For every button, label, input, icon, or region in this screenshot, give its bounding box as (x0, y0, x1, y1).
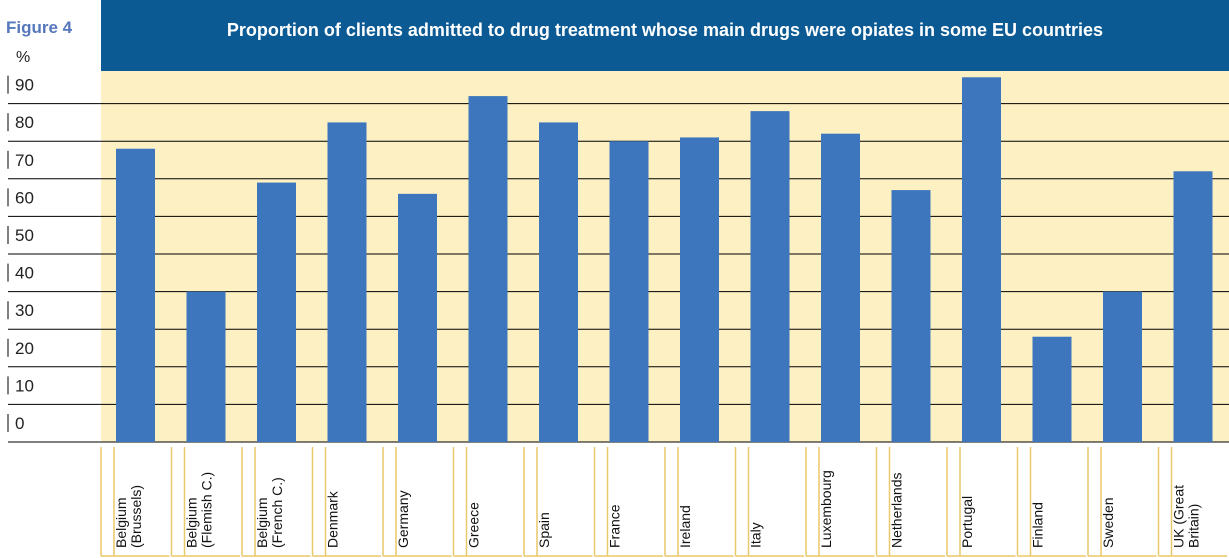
bar (327, 122, 367, 443)
category-label-line: Belgium (254, 497, 270, 548)
category-label-box: Portugal (946, 447, 1016, 557)
category-label-box: Spain (523, 447, 593, 557)
category-label-line: Germany (395, 490, 411, 548)
bar (539, 122, 578, 443)
category-label-line: Portugal (959, 496, 975, 548)
category-label: Belgium(French C.) (254, 477, 285, 548)
category-label-line: Netherlands (889, 473, 905, 549)
category-label-line: Italy (748, 522, 764, 548)
bar (821, 133, 860, 442)
y-tick-label: 10 (15, 376, 34, 395)
category-label-box: Ireland (664, 447, 734, 557)
category-label-line: Denmark (325, 490, 341, 548)
bar (1103, 291, 1142, 442)
category-label: Belgium(Brussels) (113, 485, 144, 548)
category-label-line: Belgium (113, 497, 129, 548)
category-label-box: Germany (382, 447, 452, 557)
category-label-line: Belgium (184, 497, 200, 548)
figure-label: Figure 4 (6, 18, 73, 37)
category-label-box: UK (GreatBritain) (1157, 447, 1227, 557)
y-tick-label: 50 (15, 226, 34, 245)
y-tick-label: 0 (15, 414, 24, 433)
y-axis-unit-label: % (16, 49, 31, 66)
category-label-line: Luxembourg (818, 470, 834, 548)
bar (750, 111, 790, 443)
category-label-line: Finland (1030, 502, 1046, 548)
category-label-line: France (607, 504, 623, 548)
category-label-line: Ireland (677, 505, 693, 548)
category-label-box: Finland (1016, 447, 1086, 557)
category-label-box: Belgium(Brussels) (100, 447, 170, 557)
category-label: Denmark (325, 490, 341, 548)
bar (609, 141, 649, 442)
y-tick-label: 70 (15, 151, 34, 170)
category-label: Luxembourg (818, 470, 834, 548)
category-label: Greece (466, 502, 482, 548)
y-tick-label: 60 (15, 188, 34, 207)
y-tick-label: 80 (15, 113, 34, 132)
y-tick-label: 20 (15, 339, 34, 358)
category-label: Belgium(Flemish C.) (184, 472, 215, 548)
category-label-line: Spain (536, 512, 552, 548)
category-label-box: France (593, 447, 663, 557)
bar (398, 193, 437, 442)
x-category-labels: Belgium(Brussels) Belgium(Flemish C.) Belg… (100, 447, 1227, 557)
bar (962, 77, 1001, 442)
category-label-line: (French C.) (269, 477, 285, 548)
category-label-box: Denmark (311, 447, 381, 557)
y-tick-label: 90 (15, 76, 34, 95)
category-label-box: Belgium(Flemish C.) (170, 447, 240, 557)
category-label: UK (GreatBritain) (1171, 485, 1202, 548)
category-label-box: Netherlands (875, 447, 945, 557)
chart-title: Proportion of clients admitted to drug t… (101, 0, 1229, 71)
bar (116, 148, 155, 442)
bars (116, 77, 1213, 443)
category-label: Portugal (959, 496, 975, 548)
category-label-box: Sweden (1087, 447, 1157, 557)
category-label: Spain (536, 512, 552, 548)
bar (257, 182, 296, 442)
category-label: Netherlands (889, 473, 905, 549)
bar (186, 291, 226, 442)
y-tick-label: 30 (15, 301, 34, 320)
category-label: Ireland (677, 505, 693, 548)
category-label-line: (Brussels) (128, 485, 144, 548)
category-label-line: Sweden (1100, 497, 1116, 548)
category-label-line: Greece (466, 502, 482, 548)
category-label: Sweden (1100, 497, 1116, 548)
category-label: Finland (1030, 502, 1046, 548)
bar (680, 137, 719, 442)
category-label-box: Greece (452, 447, 522, 557)
category-label-line: UK (Great (1171, 485, 1187, 548)
category-label: Germany (395, 490, 411, 548)
category-label: France (607, 504, 623, 548)
category-label-line: (Flemish C.) (199, 472, 215, 548)
y-tick-label: 40 (15, 264, 34, 283)
category-label-box: Luxembourg (805, 447, 875, 557)
category-label: Italy (748, 522, 764, 548)
bar (468, 96, 508, 442)
category-label-box: Belgium(French C.) (241, 447, 311, 557)
bar (891, 190, 931, 442)
bar (1173, 171, 1213, 442)
y-tick-labels: 0 10 20 30 40 50 60 70 80 90 (15, 76, 34, 433)
category-label-line: Britain) (1186, 504, 1202, 548)
category-label-box: Italy (734, 447, 804, 557)
bar (1032, 336, 1072, 442)
